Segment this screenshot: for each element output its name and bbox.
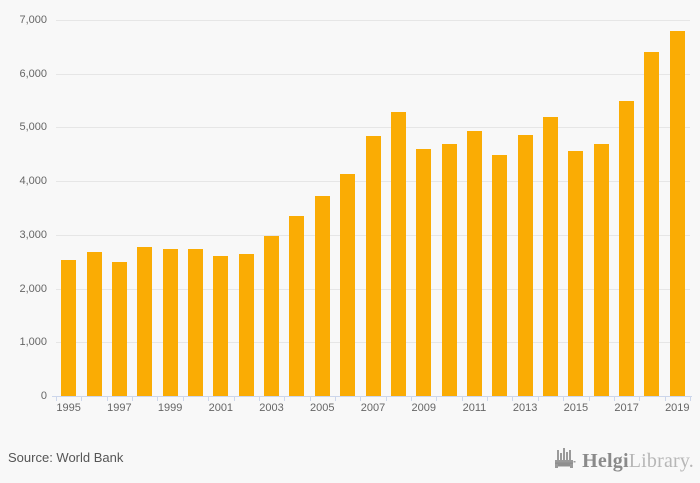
bar-2012[interactable] (492, 154, 508, 396)
x-tick (664, 397, 666, 401)
bar-2017[interactable] (619, 101, 635, 396)
y-tick-label-4000: 4,000 (19, 175, 47, 188)
x-tick (512, 397, 514, 401)
bar-2013[interactable] (517, 134, 533, 396)
x-tick (411, 397, 413, 401)
x-tick (537, 397, 539, 401)
x-tick-label-2011: 2011 (462, 402, 487, 414)
x-tick-label-2013: 2013 (512, 402, 538, 414)
gridline-5000 (56, 127, 690, 129)
bar-2019[interactable] (669, 30, 685, 396)
bar-2002[interactable] (238, 254, 254, 396)
bar-2006[interactable] (340, 174, 356, 396)
x-tick-label-2019: 2019 (665, 402, 690, 414)
gridline-7000 (56, 20, 690, 21)
bar-2011[interactable] (466, 130, 482, 396)
y-tick-label-0: 0 (40, 390, 47, 402)
y-tick-label-1000: 1,000 (19, 336, 47, 349)
bar-1999[interactable] (162, 249, 178, 396)
x-tick-label-2017: 2017 (614, 402, 639, 414)
logo-text-library: Library (628, 449, 689, 472)
bar-2005[interactable] (314, 195, 330, 396)
logo-text-period: . (688, 449, 694, 472)
x-tick (334, 397, 336, 401)
y-tick-label-2000: 2,000 (19, 282, 47, 295)
x-tick (487, 397, 489, 401)
x-tick (563, 397, 565, 401)
x-tick-label-2009: 2009 (411, 402, 436, 414)
x-tick (132, 397, 134, 401)
x-tick (309, 397, 311, 401)
x-tick (613, 397, 615, 401)
x-tick (182, 397, 184, 401)
x-tick-label-2001: 2001 (208, 402, 234, 414)
logo-wordmark: HelgiLibrary. (582, 450, 694, 473)
bar-1996[interactable] (86, 252, 102, 396)
bar-2004[interactable] (289, 216, 305, 396)
plot-area (56, 20, 690, 396)
x-tick-label-2005: 2005 (310, 402, 335, 414)
helgi-library-logo[interactable]: HelgiLibrary. (553, 446, 694, 476)
x-tick (81, 397, 83, 401)
y-tick-label-5000: 5,000 (19, 121, 47, 134)
x-tick (385, 397, 387, 401)
y-tick-label-6000: 6,000 (19, 67, 47, 80)
x-tick-label-2007: 2007 (360, 402, 386, 414)
bar-1998[interactable] (137, 247, 153, 396)
x-tick (106, 397, 108, 401)
bar-2010[interactable] (441, 144, 457, 396)
x-tick (360, 397, 362, 401)
gridline-6000 (56, 73, 690, 75)
x-tick-label-2015: 2015 (563, 402, 589, 414)
y-tick-label-3000: 3,000 (19, 228, 47, 241)
bar-2015[interactable] (568, 151, 584, 396)
x-tick (690, 397, 691, 401)
x-tick (284, 397, 286, 401)
bar-1995[interactable] (61, 260, 77, 396)
bar-2009[interactable] (416, 148, 432, 396)
x-tick (56, 397, 57, 401)
x-tick (588, 397, 590, 401)
x-tick-label-1997: 1997 (107, 402, 132, 414)
x-tick-label-1999: 1999 (157, 402, 183, 414)
x-tick (208, 397, 210, 401)
bar-2001[interactable] (213, 256, 229, 396)
x-tick (157, 397, 159, 401)
x-tick-label-2003: 2003 (259, 402, 284, 414)
x-axis-line (52, 396, 692, 397)
bar-2008[interactable] (390, 112, 406, 396)
bar-2007[interactable] (365, 136, 381, 396)
bar-2016[interactable] (593, 144, 609, 396)
bar-2018[interactable] (644, 51, 660, 396)
x-tick (639, 397, 641, 401)
source-caption: Source: World Bank (8, 450, 124, 465)
bar-2014[interactable] (543, 116, 559, 396)
x-tick-label-1995: 1995 (56, 402, 81, 414)
bar-2000[interactable] (187, 248, 203, 396)
helgi-bridge-bars-icon (553, 446, 577, 476)
logo-text-helgi: Helgi (582, 449, 629, 472)
bar-2003[interactable] (264, 235, 280, 396)
x-tick (436, 397, 438, 401)
x-tick (461, 397, 463, 401)
bar-1997[interactable] (111, 261, 127, 396)
y-tick-label-7000: 7,000 (19, 14, 47, 26)
x-tick (258, 397, 260, 401)
x-tick (233, 397, 235, 401)
